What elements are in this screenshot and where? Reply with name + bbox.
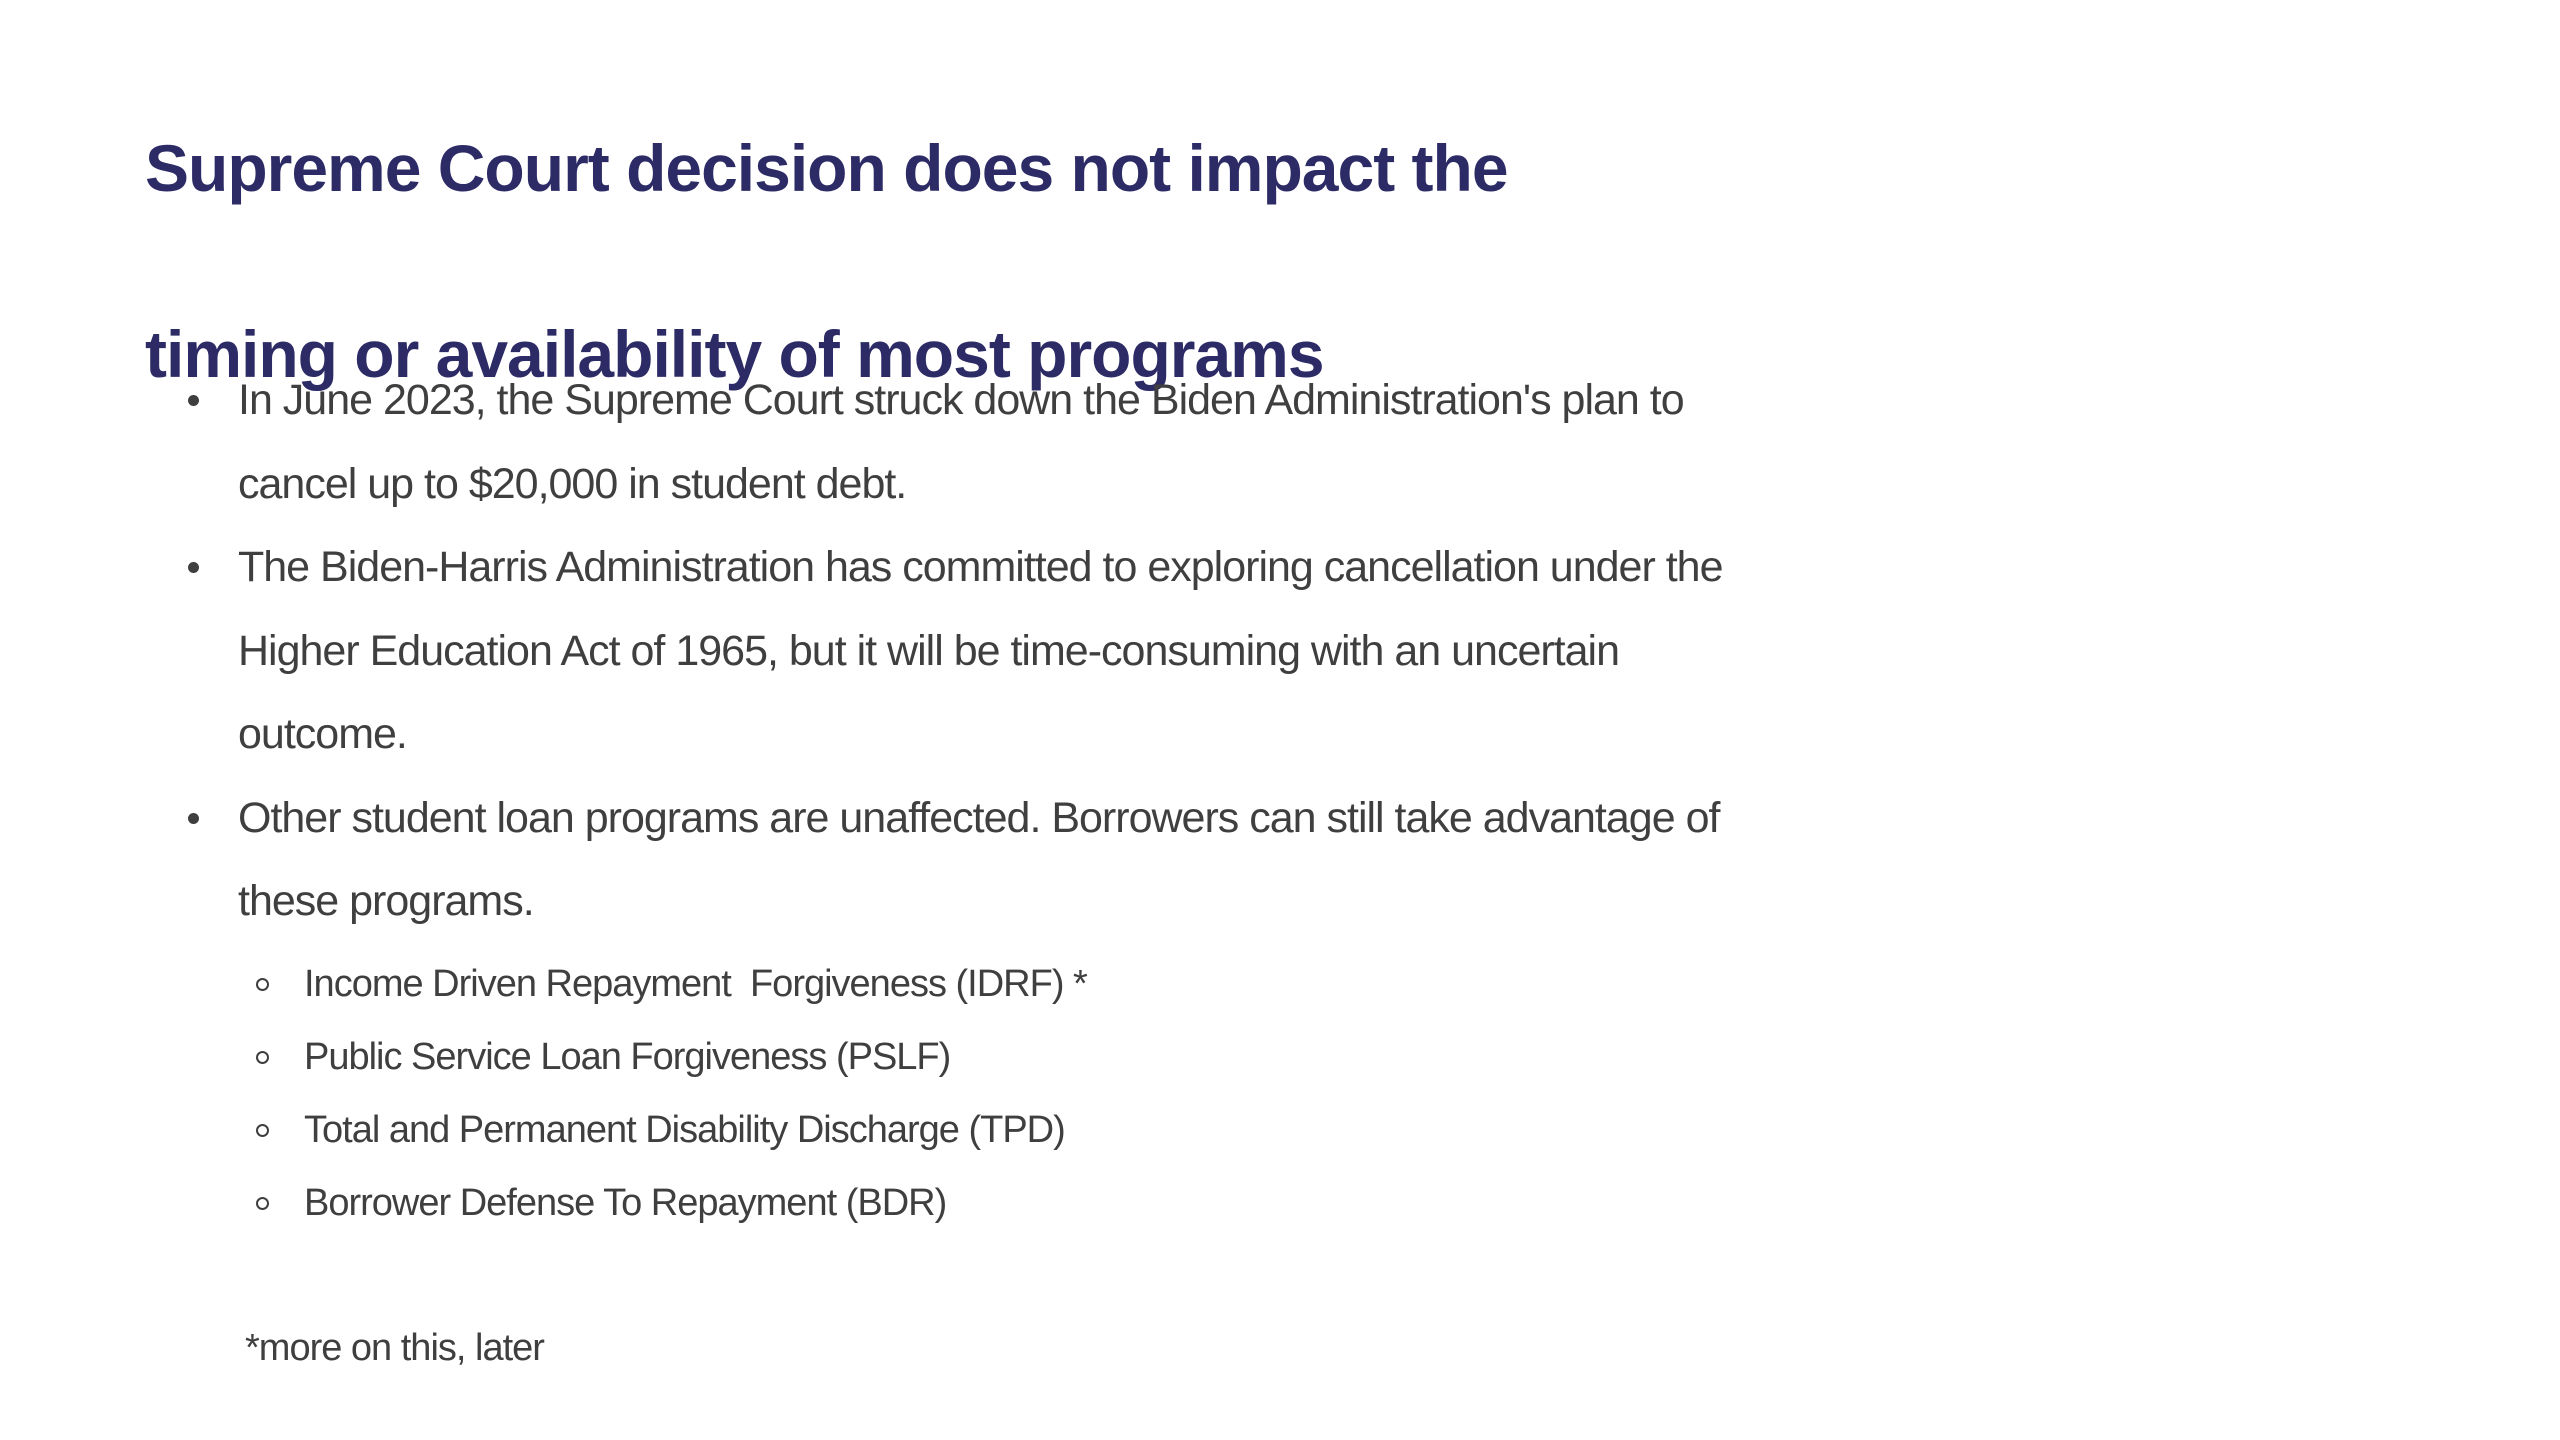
hollow-circle-bullet-icon	[256, 1197, 269, 1210]
bullet-2-line-2: Higher Education Act of 1965, but it wil…	[188, 609, 1620, 693]
sub-bullet-tpd-text: Total and Permanent Disability Discharge…	[304, 1109, 1066, 1151]
sub-bullet-bdr-text: Borrower Defense To Repayment (BDR)	[304, 1182, 947, 1224]
bullet-2-line-1: The Biden-Harris Administration has comm…	[188, 525, 1724, 609]
bullet-dot-icon	[188, 394, 199, 406]
bullet-2-text: The Biden-Harris Administration has comm…	[238, 542, 1724, 591]
hollow-circle-bullet-icon	[256, 1124, 269, 1137]
sub-bullet-pslf-text: Public Service Loan Forgiveness (PSLF)	[304, 1036, 951, 1078]
sub-bullet-tpd: Total and Permanent Disability Discharge…	[256, 1094, 1066, 1167]
hollow-circle-bullet-icon	[256, 978, 269, 991]
slide-title: Supreme Court decision does not impact t…	[145, 122, 1509, 401]
hollow-circle-bullet-icon	[256, 1051, 269, 1064]
bullet-2-text-cont: Higher Education Act of 1965, but it wil…	[238, 626, 1620, 675]
bullet-1-line-2: cancel up to $20,000 in student debt.	[188, 442, 907, 526]
sub-bullet-idrf: Income Driven Repayment Forgiveness (IDR…	[256, 948, 1088, 1021]
footnote-text: *more on this, later	[245, 1327, 545, 1369]
title-line-2: timing or availability of most programs	[145, 317, 1325, 391]
bullet-dot-icon	[188, 812, 199, 824]
bullet-1-text: In June 2023, the Supreme Court struck d…	[238, 375, 1685, 424]
bullet-dot-icon	[188, 561, 199, 573]
bullet-1-text-cont: cancel up to $20,000 in student debt.	[238, 459, 907, 508]
bullet-2-text-cont: outcome.	[238, 709, 408, 758]
title-line-1: Supreme Court decision does not impact t…	[145, 131, 1509, 205]
bullet-3-text-cont: these programs.	[238, 876, 535, 925]
bullet-3-text: Other student loan programs are unaffect…	[238, 793, 1720, 842]
sub-bullet-pslf: Public Service Loan Forgiveness (PSLF)	[256, 1021, 951, 1094]
bullet-3-line-1: Other student loan programs are unaffect…	[188, 776, 1720, 860]
footnote: *more on this, later	[245, 1312, 545, 1385]
sub-bullet-idrf-text: Income Driven Repayment Forgiveness (IDR…	[304, 963, 1088, 1005]
bullet-2-line-3: outcome.	[188, 692, 408, 776]
bullet-3-line-2: these programs.	[188, 859, 535, 943]
sub-bullet-bdr: Borrower Defense To Repayment (BDR)	[256, 1167, 947, 1240]
bullet-1-line-1: In June 2023, the Supreme Court struck d…	[188, 358, 1685, 442]
